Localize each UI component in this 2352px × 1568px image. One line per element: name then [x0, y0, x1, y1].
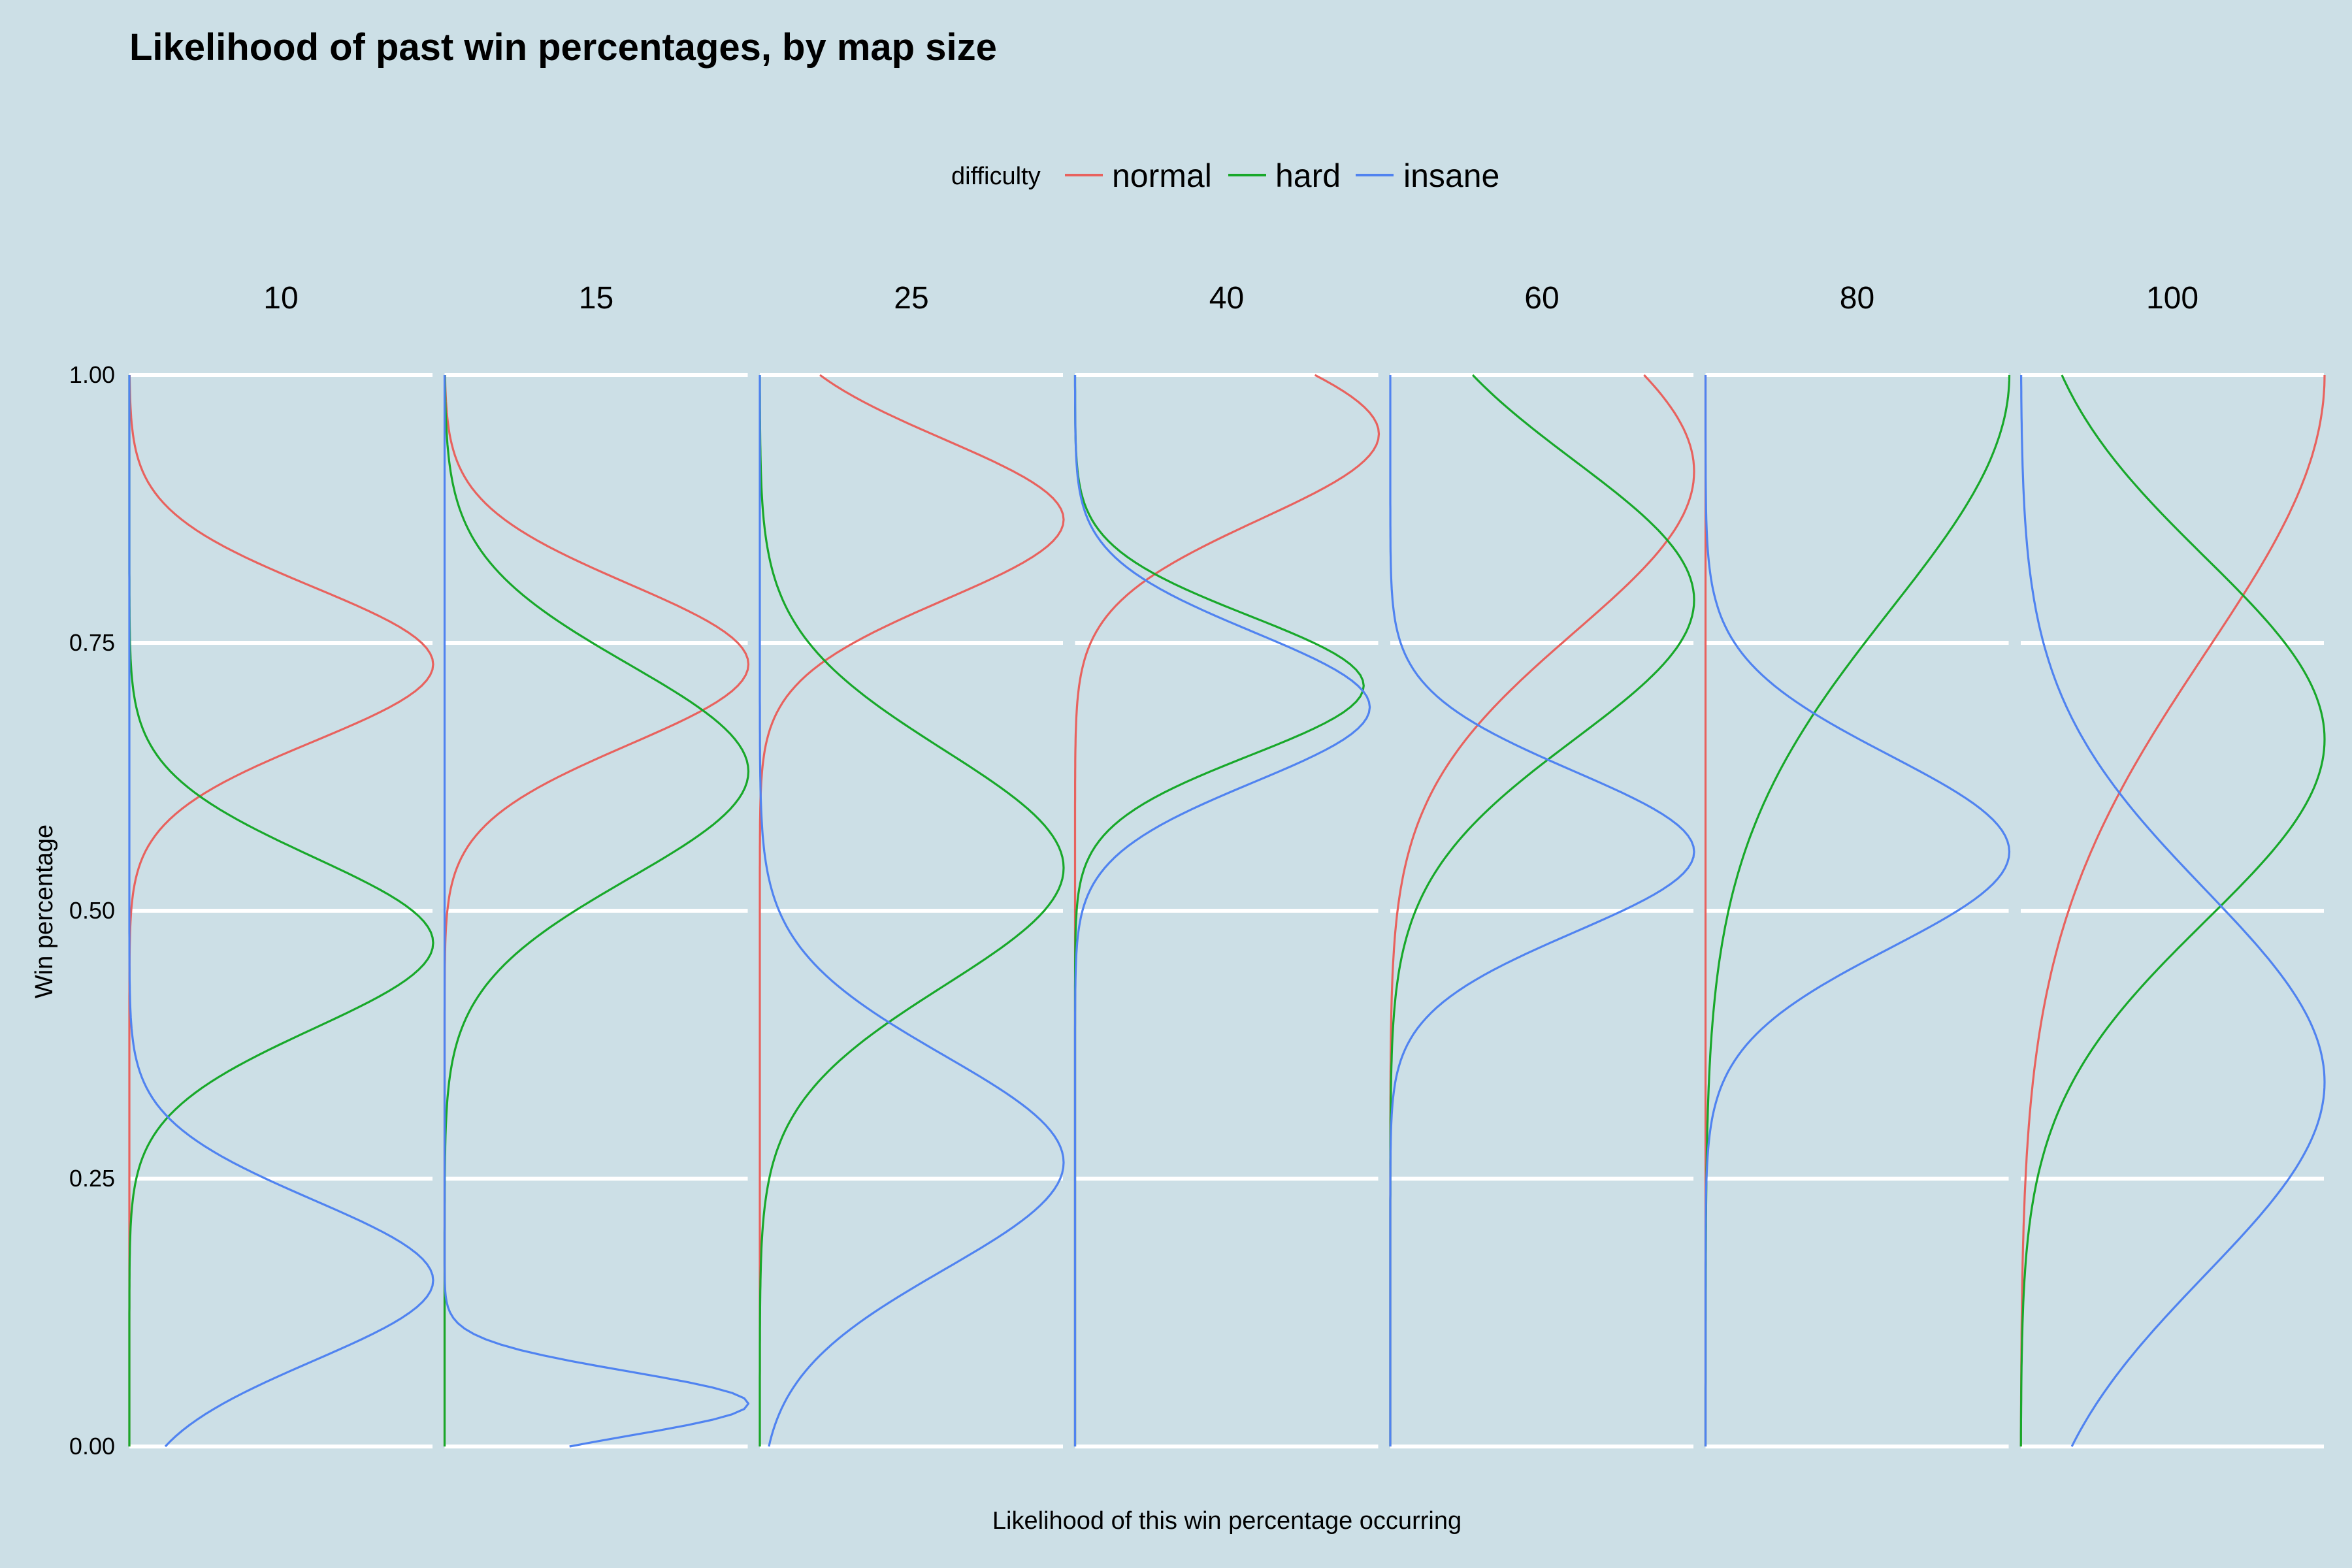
- density-curve-insane-60: [1389, 375, 1695, 1446]
- legend-label-hard: hard: [1275, 157, 1341, 194]
- facet-label-40: 40: [1209, 281, 1244, 316]
- density-curve-insane-100: [2020, 375, 2326, 1447]
- y-tick-label: 1.00: [69, 361, 115, 388]
- facet-labels: 10 15 25 40 60 80 100: [263, 281, 2198, 316]
- density-curve-insane-80: [1704, 375, 2011, 1446]
- density-curve-insane-10: [128, 375, 434, 1448]
- legend-title: difficulty: [951, 163, 1041, 190]
- legend: difficulty normal hard insane: [951, 157, 1499, 194]
- grid-lines: [129, 373, 2324, 1448]
- y-tick-label: 0.25: [69, 1165, 115, 1192]
- density-curve-insane-40: [1073, 375, 1371, 1446]
- density-curves: [128, 374, 2326, 1448]
- y-axis-title: Win percentage: [31, 825, 58, 998]
- facet-label-25: 25: [894, 281, 928, 316]
- density-curve-normal-100: [2019, 374, 2326, 1446]
- facet-label-80: 80: [1840, 281, 1874, 316]
- legend-label-normal: normal: [1112, 157, 1212, 194]
- facet-label-100: 100: [2146, 281, 2198, 316]
- y-tick-label: 0.50: [69, 897, 115, 924]
- density-curve-hard-25: [759, 375, 1065, 1446]
- density-curve-insane-25: [759, 375, 1065, 1447]
- legend-label-insane: insane: [1403, 157, 1499, 194]
- density-curve-insane-15: [443, 375, 750, 1448]
- y-tick-label: 0.75: [69, 629, 115, 656]
- facet-label-60: 60: [1524, 281, 1559, 316]
- chart-title: Likelihood of past win percentages, by m…: [129, 26, 997, 69]
- facet-label-15: 15: [579, 281, 613, 316]
- y-tick-label: 0.00: [69, 1433, 115, 1460]
- density-curve-hard-100: [2019, 374, 2326, 1447]
- facet-label-10: 10: [263, 281, 298, 316]
- y-axis-ticks: 0.00 0.25 0.50 0.75 1.00: [69, 361, 115, 1460]
- x-axis-title: Likelihood of this win percentage occurr…: [992, 1507, 1462, 1535]
